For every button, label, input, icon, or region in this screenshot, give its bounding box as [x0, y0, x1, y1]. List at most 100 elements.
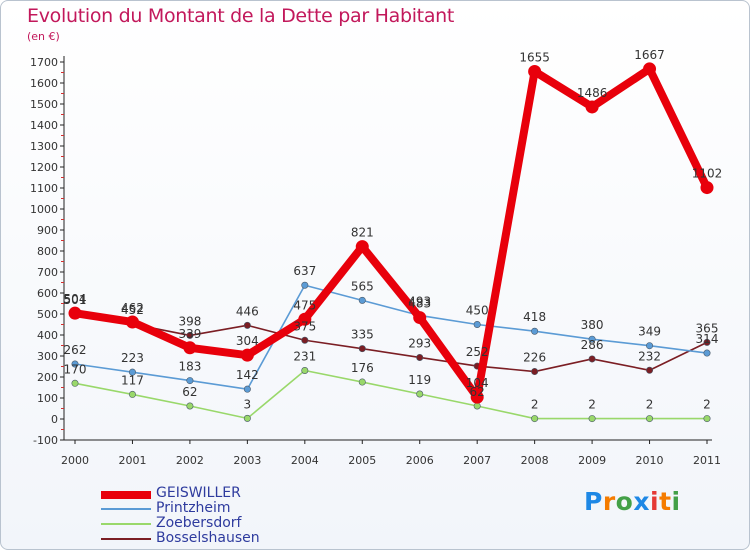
- data-point: [125, 315, 139, 329]
- data-point: [301, 366, 309, 374]
- legend-swatch: [101, 491, 151, 499]
- y-tick-label: 200: [37, 371, 58, 384]
- y-tick-label: 1100: [30, 182, 58, 195]
- data-label: 452: [121, 303, 144, 317]
- data-label: 339: [178, 327, 201, 341]
- logo-letter: t: [659, 487, 672, 516]
- data-point: [71, 379, 79, 387]
- data-label: 293: [408, 336, 431, 350]
- data-label: 142: [236, 368, 259, 382]
- data-point: [416, 390, 424, 398]
- x-tick-label: 2010: [636, 454, 664, 467]
- x-tick-label: 2009: [578, 454, 606, 467]
- data-point: [301, 281, 309, 289]
- chart-title: Evolution du Montant de la Dette par Hab…: [27, 5, 455, 27]
- y-tick-label: 800: [37, 245, 58, 258]
- data-label: 475: [293, 298, 316, 312]
- data-point: [355, 240, 369, 254]
- series-line: [74, 284, 708, 390]
- logo-letter: P: [584, 487, 603, 516]
- x-tick-label: 2006: [406, 454, 434, 467]
- data-label: 1102: [692, 167, 723, 181]
- data-point: [240, 348, 254, 362]
- data-point: [531, 415, 539, 423]
- logo-letter: i: [671, 487, 681, 516]
- y-tick-label: 1300: [30, 140, 58, 153]
- series-line: [74, 312, 708, 373]
- data-point: [703, 338, 711, 346]
- series-geiswiller: [68, 62, 714, 404]
- x-tick-label: 2007: [463, 454, 491, 467]
- data-label: 375: [293, 319, 316, 333]
- legend-label: Bosselshausen: [156, 530, 260, 546]
- data-point: [703, 349, 711, 357]
- x-tick-label: 2011: [693, 454, 721, 467]
- data-label: 3: [244, 397, 252, 411]
- y-tick-label: 1000: [30, 203, 58, 216]
- y-tick-label: 1400: [30, 119, 58, 132]
- data-point: [243, 385, 251, 393]
- series-line: [71, 64, 711, 402]
- series-printzheim: [71, 281, 711, 393]
- data-point: [243, 414, 251, 422]
- data-label: 380: [581, 318, 604, 332]
- data-label: 231: [293, 349, 316, 363]
- labels-geiswiller: 504 462 339 304 475 821 483 104 1655 1486 1667 1102: [64, 48, 723, 390]
- data-point: [646, 366, 654, 374]
- data-label: 501: [64, 293, 87, 307]
- data-point: [473, 402, 481, 410]
- x-tick-label: 2001: [118, 454, 146, 467]
- data-label: 504: [64, 292, 87, 306]
- data-point: [473, 320, 481, 328]
- data-label: 446: [236, 304, 259, 318]
- y-tick-label: 1500: [30, 98, 58, 111]
- labels-bosselshausen: 501 452 398 446 375 335 293 252 226 286 232 365: [64, 293, 719, 365]
- y-tick-label: 600: [37, 287, 58, 300]
- data-label: 119: [408, 373, 431, 387]
- labels-zoebersdorf: 170 117 62 3 231 176 119 62 2 2 2 2: [64, 349, 711, 411]
- data-label: 62: [182, 385, 197, 399]
- data-point: [585, 100, 599, 114]
- data-label: 462: [121, 301, 144, 315]
- x-tick-label: 2002: [176, 454, 204, 467]
- data-label: 117: [121, 373, 144, 387]
- data-label: 637: [293, 264, 316, 278]
- legend-swatch: [101, 523, 151, 525]
- data-point: [183, 341, 197, 355]
- y-tick-label: 1600: [30, 77, 58, 90]
- data-label: 183: [178, 360, 201, 374]
- y-tick-label: 100: [37, 392, 58, 405]
- data-point: [646, 415, 654, 423]
- logo-letter: i: [650, 487, 660, 516]
- data-point: [186, 331, 194, 339]
- data-point: [358, 345, 366, 353]
- data-point: [646, 342, 654, 350]
- data-point: [531, 327, 539, 335]
- data-point: [358, 296, 366, 304]
- data-label: 565: [351, 279, 374, 293]
- x-tick-label: 2000: [61, 454, 89, 467]
- data-point: [186, 402, 194, 410]
- y-tick-label: 900: [37, 224, 58, 237]
- data-point: [531, 368, 539, 376]
- data-point: [71, 360, 79, 368]
- data-label: 262: [64, 343, 87, 357]
- chart-subtitle: (en €): [27, 30, 60, 43]
- data-point: [470, 390, 484, 404]
- legend-swatch: [101, 508, 151, 510]
- y-tick-label: 1200: [30, 161, 58, 174]
- data-point: [301, 336, 309, 344]
- y-tick-label: 300: [37, 350, 58, 363]
- y-tick-label: 500: [37, 308, 58, 321]
- legend-label: GEISWILLER: [156, 485, 241, 501]
- data-label: 314: [696, 332, 719, 346]
- data-point: [413, 311, 427, 325]
- y-tick-label: 0: [51, 413, 58, 426]
- data-label: 349: [638, 325, 661, 339]
- data-point: [298, 312, 312, 326]
- data-label: 223: [121, 351, 144, 365]
- data-label: 1655: [519, 50, 550, 64]
- data-label: 1667: [634, 48, 665, 62]
- data-point: [643, 62, 657, 76]
